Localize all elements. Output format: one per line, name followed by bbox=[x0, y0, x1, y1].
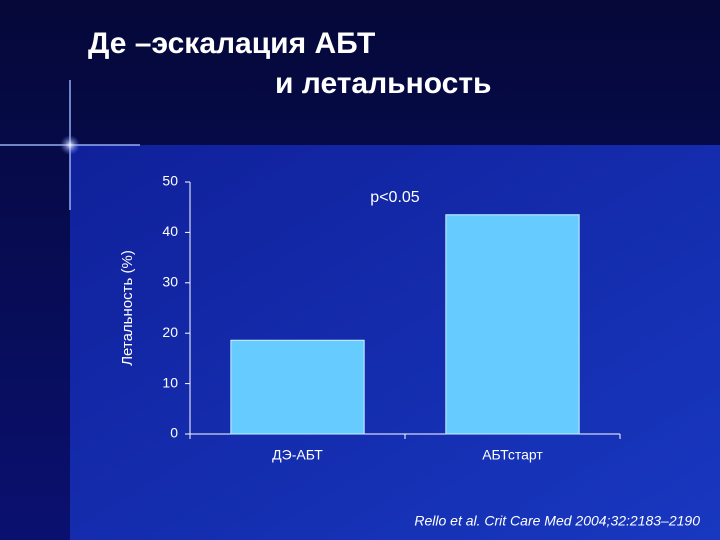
source: Rello et al. Crit Care Med 2004;32:2183–… bbox=[414, 513, 700, 529]
title-line: и летальность bbox=[275, 67, 491, 100]
y-tick-label: 40 bbox=[162, 223, 178, 239]
title-line: Де –эскалация АБТ bbox=[88, 27, 375, 60]
y-tick-label: 50 bbox=[162, 173, 178, 189]
panel bbox=[70, 145, 720, 540]
y-tick-label: 10 bbox=[162, 374, 178, 390]
y-tick-label: 30 bbox=[162, 274, 178, 290]
y-axis-label: Летальность (%) bbox=[119, 250, 136, 366]
bar bbox=[230, 339, 365, 435]
y-tick-label: 0 bbox=[170, 425, 178, 441]
x-tick-label: ДЭ-АБТ bbox=[272, 447, 323, 463]
flare bbox=[60, 135, 80, 155]
x-tick-label: АБТстарт bbox=[482, 447, 543, 463]
annotation: p<0.05 bbox=[370, 189, 419, 206]
y-tick-label: 20 bbox=[162, 324, 178, 340]
bar bbox=[445, 214, 580, 435]
